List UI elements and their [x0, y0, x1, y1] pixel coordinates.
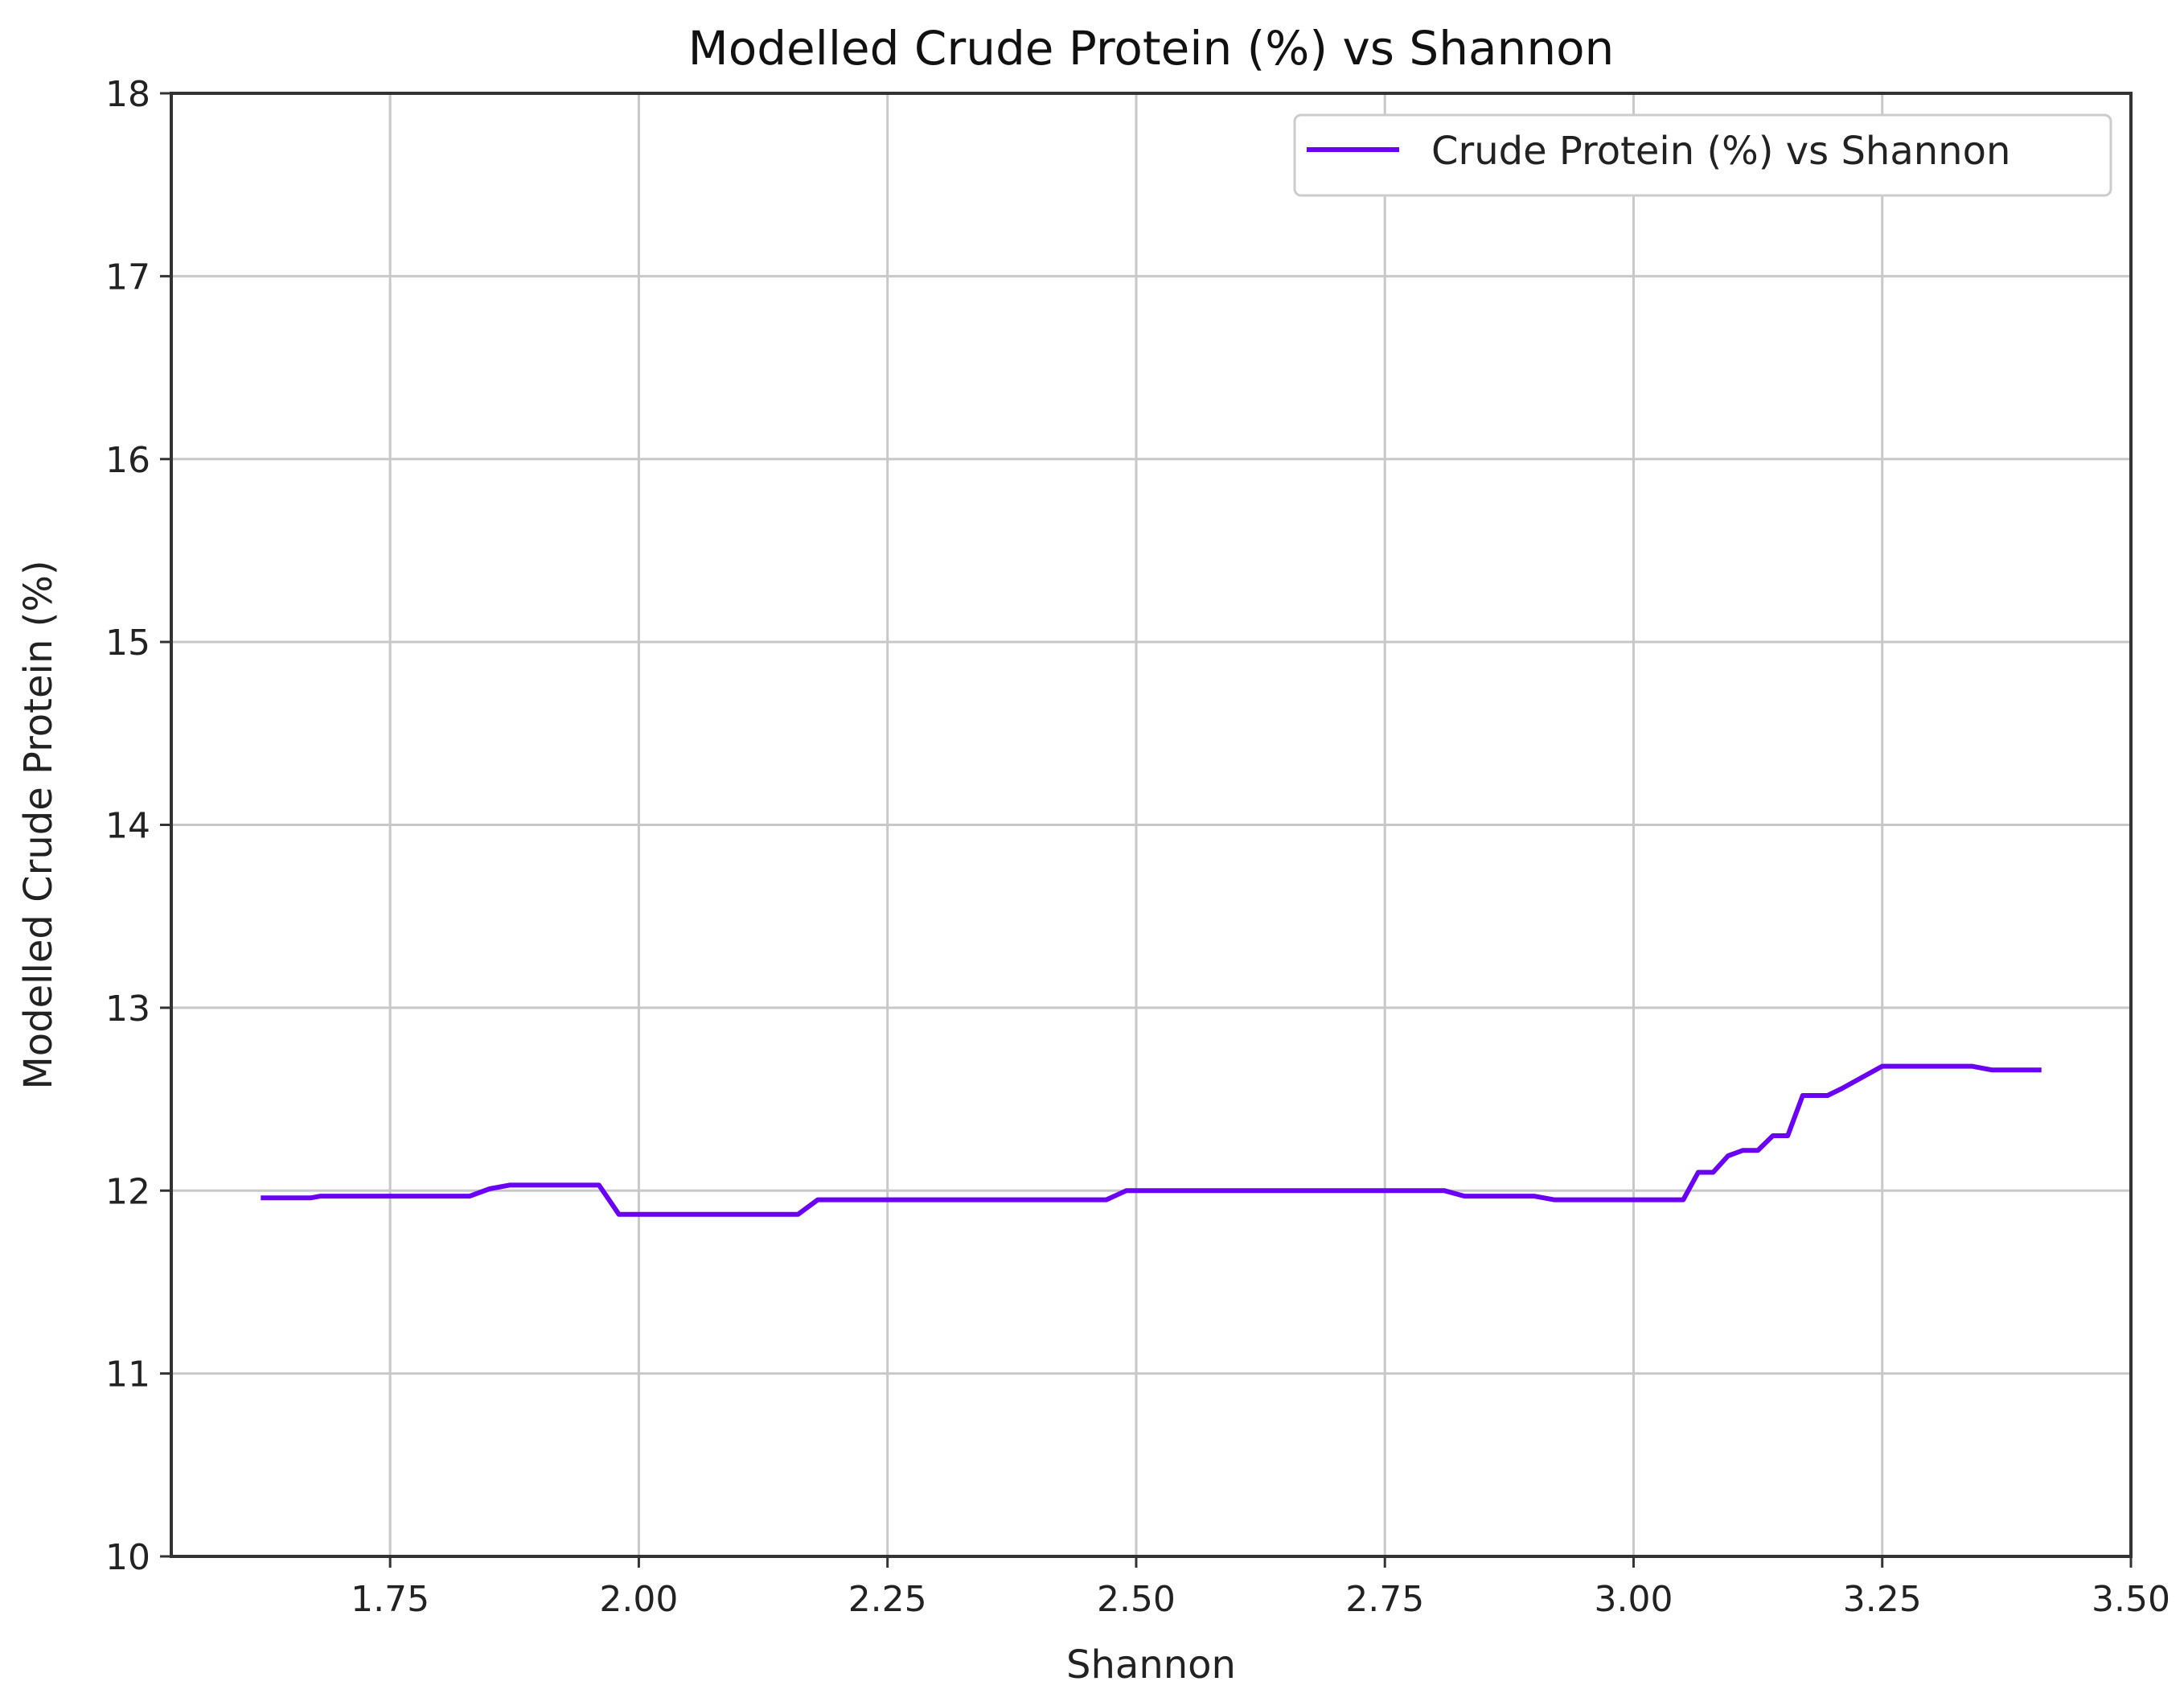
y-tick-label: 14	[105, 806, 150, 847]
ticks: 1.75 2.00 2.25 2.50 2.75 3.00 3.25 3.50 10 11 12 13…	[105, 74, 2170, 1620]
y-axis-label: Modelled Crude Protein (%)	[16, 560, 61, 1089]
legend-entry-label: Crude Protein (%) vs Shannon	[1431, 129, 2010, 174]
y-tick-label: 12	[105, 1171, 150, 1212]
x-axis-label: Shannon	[1066, 1642, 1236, 1688]
series-layer	[261, 1063, 2042, 1217]
chart-title: Modelled Crude Protein (%) vs Shannon	[688, 21, 1615, 76]
y-tick-label: 13	[105, 989, 150, 1030]
x-tick-label: 3.00	[1594, 1579, 1673, 1620]
legend: Crude Protein (%) vs Shannon	[1293, 113, 2112, 197]
x-tick-label: 3.50	[2092, 1579, 2170, 1620]
x-tick-label: 2.25	[848, 1579, 927, 1620]
y-tick-label: 16	[105, 440, 150, 481]
y-tick-label: 17	[105, 257, 150, 298]
y-tick-label: 10	[105, 1537, 150, 1578]
x-tick-label: 2.75	[1345, 1579, 1424, 1620]
y-tick-label: 15	[105, 623, 150, 664]
series-line	[261, 1063, 2042, 1217]
x-tick-label: 3.25	[1843, 1579, 1922, 1620]
legend-box	[1293, 113, 2112, 197]
y-tick-label: 11	[105, 1355, 150, 1396]
x-tick-label: 1.75	[351, 1579, 429, 1620]
x-tick-label: 2.50	[1097, 1579, 1176, 1620]
y-tick-label: 18	[105, 74, 150, 115]
grid	[171, 92, 2133, 1558]
x-tick-label: 2.00	[599, 1579, 678, 1620]
